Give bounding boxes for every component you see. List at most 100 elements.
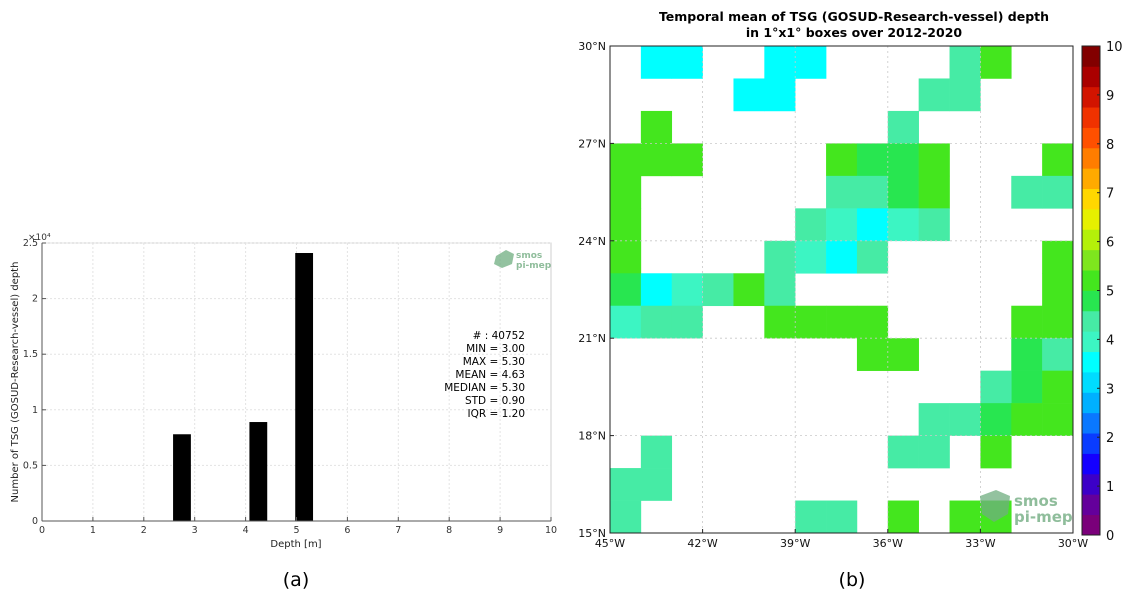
map-cell — [733, 273, 765, 307]
map-cell — [856, 305, 889, 339]
map-cell — [795, 208, 827, 242]
map-cell — [640, 143, 673, 177]
map-x-tick-label: 42°W — [687, 537, 717, 550]
colorbar-tick-label: 5 — [1106, 285, 1114, 300]
map-cell — [826, 240, 858, 274]
map-cell — [887, 143, 919, 177]
x-tick-label: 6 — [344, 525, 350, 536]
map-cell — [671, 143, 703, 177]
map-cell — [640, 110, 673, 144]
map-cell — [610, 175, 642, 209]
histogram-bar — [249, 422, 268, 521]
map-cell — [764, 305, 796, 339]
map-y-tick-label: 21°N — [578, 332, 606, 345]
logo-large-text-smos: smos — [1014, 492, 1058, 510]
colorbar-segment — [1082, 168, 1100, 190]
map-cell — [610, 305, 642, 339]
map-cell — [795, 240, 827, 274]
map-cell — [1042, 240, 1074, 274]
y-tick-label: 1.5 — [23, 349, 38, 360]
logo-text-pimep: pi-mep — [516, 261, 552, 271]
colorbar-segment — [1082, 209, 1100, 230]
colorbar-tick-label: 4 — [1106, 333, 1114, 348]
x-tick-label: 4 — [243, 525, 249, 536]
map-y-ticks: 15°N 18°N 21°N 24°N 27°N 30°N — [578, 40, 614, 540]
colorbar-segment — [1082, 331, 1100, 353]
map-cell — [795, 46, 827, 79]
map-cell — [640, 46, 673, 79]
map-cell — [980, 403, 1012, 436]
map-cell — [795, 305, 827, 339]
colorbar-tick-label: 10 — [1106, 40, 1123, 55]
map-title-line1: Temporal mean of TSG (GOSUD-Research-ves… — [659, 9, 1049, 24]
map-cell — [640, 273, 673, 307]
colorbar-segment — [1082, 249, 1100, 271]
stat-iqr: IQR = 1.20 — [467, 408, 525, 420]
map-cell — [980, 435, 1012, 469]
y-tick-label: 1 — [32, 405, 38, 416]
smos-logo-large: smos pi-mep — [980, 490, 1073, 526]
colorbar-segment — [1082, 310, 1100, 332]
colorbar-segment — [1082, 412, 1100, 434]
map-cell — [610, 143, 642, 177]
colorbar-tick-label: 6 — [1106, 236, 1114, 251]
map-cell — [702, 273, 734, 307]
y-multiplier-label: ×10⁴ — [28, 233, 51, 243]
colorbar-segment — [1082, 107, 1100, 128]
colorbar-tick-label: 7 — [1106, 187, 1114, 202]
map-cell — [1042, 273, 1074, 307]
x-tick-label: 5 — [293, 525, 299, 536]
map-cell — [887, 208, 919, 242]
colorbar-tick-label: 2 — [1106, 431, 1114, 446]
y-tick-label: 2.5 — [23, 238, 38, 249]
map-cell — [856, 208, 889, 242]
map-cell — [887, 338, 919, 371]
y-tick-label: 0.5 — [23, 460, 38, 471]
x-tick-label: 10 — [545, 525, 557, 536]
map-cell — [918, 208, 950, 242]
map-cell — [764, 78, 796, 112]
x-tick-label: 0 — [39, 525, 45, 536]
map-cell — [1042, 338, 1074, 371]
map-cell — [671, 46, 703, 79]
logo-text-smos: smos — [516, 251, 542, 261]
histogram-bar — [173, 434, 191, 521]
map-cell — [887, 175, 919, 209]
map-x-tick-label: 36°W — [873, 537, 903, 550]
map-cells — [610, 46, 1074, 534]
panel-label-b: (b) — [839, 569, 866, 591]
colorbar-segment — [1082, 86, 1100, 108]
map-x-tick-label: 39°W — [780, 537, 810, 550]
map-x-ticks: 45°W 42°W 39°W 36°W 33°W 30°W — [595, 529, 1088, 550]
colorbar-segment — [1082, 290, 1100, 312]
colorbar-tick-label: 8 — [1106, 138, 1114, 153]
histogram-y-ticks: 0 0.5 1 1.5 2 2.5 — [23, 238, 46, 527]
map-y-tick-label: 18°N — [578, 430, 606, 443]
map-cell — [1011, 403, 1043, 436]
map-cell — [764, 46, 796, 79]
map-cell — [918, 403, 950, 436]
x-tick-label: 1 — [90, 525, 96, 536]
histogram-panel: 0 1 2 3 4 5 6 7 8 9 10 0 0.5 1 1.5 2 2.5 ×10⁴ Depth [m]… — [10, 233, 557, 591]
colorbar-tick-label: 3 — [1106, 382, 1114, 397]
map-cell — [671, 273, 703, 307]
stat-mean: MEAN = 4.63 — [455, 369, 525, 381]
logo-large-text-pimep: pi-mep — [1014, 508, 1073, 526]
colorbar-tick-label: 1 — [1106, 480, 1114, 495]
colorbar-tick-label: 0 — [1106, 529, 1114, 544]
map-cell — [1042, 143, 1074, 177]
map-cell — [918, 175, 950, 209]
map-cell — [610, 240, 642, 274]
map-cell — [610, 273, 642, 307]
map-cell — [918, 435, 950, 469]
map-cell — [1011, 175, 1043, 209]
y-tick-label: 0 — [32, 516, 38, 527]
map-cell — [1011, 338, 1043, 371]
map-y-tick-label: 15°N — [578, 527, 606, 540]
map-cell — [856, 143, 889, 177]
map-cell — [826, 305, 858, 339]
colorbar-segment — [1082, 351, 1100, 373]
panel-label-a: (a) — [283, 569, 309, 591]
smos-logo-small: smos pi-mep — [494, 250, 552, 271]
